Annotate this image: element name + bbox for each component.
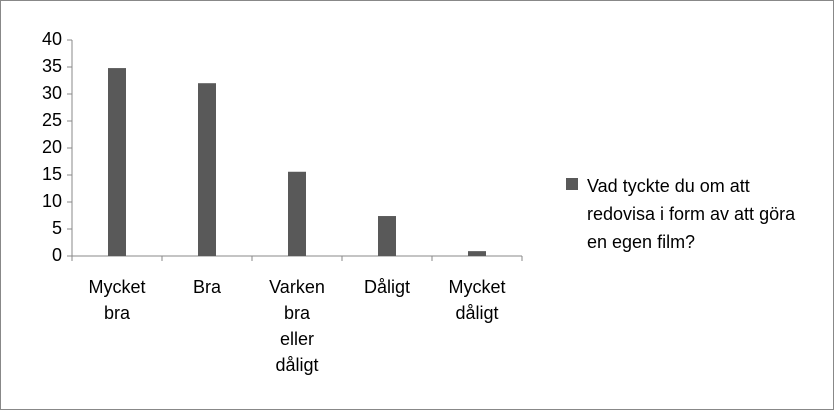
y-tick-label: 20 bbox=[42, 137, 62, 157]
x-tick-label: Mycket dåligt bbox=[448, 277, 506, 323]
y-tick-label: 15 bbox=[42, 164, 62, 184]
y-tick-label: 25 bbox=[42, 110, 62, 130]
bar bbox=[198, 83, 216, 256]
y-tick-label: 35 bbox=[42, 56, 62, 76]
x-tick-label: Dåligt bbox=[363, 277, 411, 297]
y-tick-label: 40 bbox=[42, 29, 62, 49]
y-tick-label: 10 bbox=[42, 191, 62, 211]
x-tick-label: Bra bbox=[192, 277, 221, 297]
y-tick-label: 5 bbox=[52, 218, 62, 238]
x-tick-label: Varken bra eller dåligt bbox=[269, 277, 325, 375]
y-tick-label: 0 bbox=[52, 245, 62, 265]
bar bbox=[468, 251, 486, 256]
y-tick-label: 30 bbox=[42, 83, 62, 103]
bar bbox=[108, 68, 126, 256]
x-tick-label: Mycket bra bbox=[88, 277, 146, 323]
bar bbox=[378, 216, 396, 256]
legend-swatch bbox=[566, 178, 578, 190]
bar bbox=[288, 171, 306, 256]
legend-label: Vad tyckte du om att redovisa i form av … bbox=[587, 176, 796, 252]
